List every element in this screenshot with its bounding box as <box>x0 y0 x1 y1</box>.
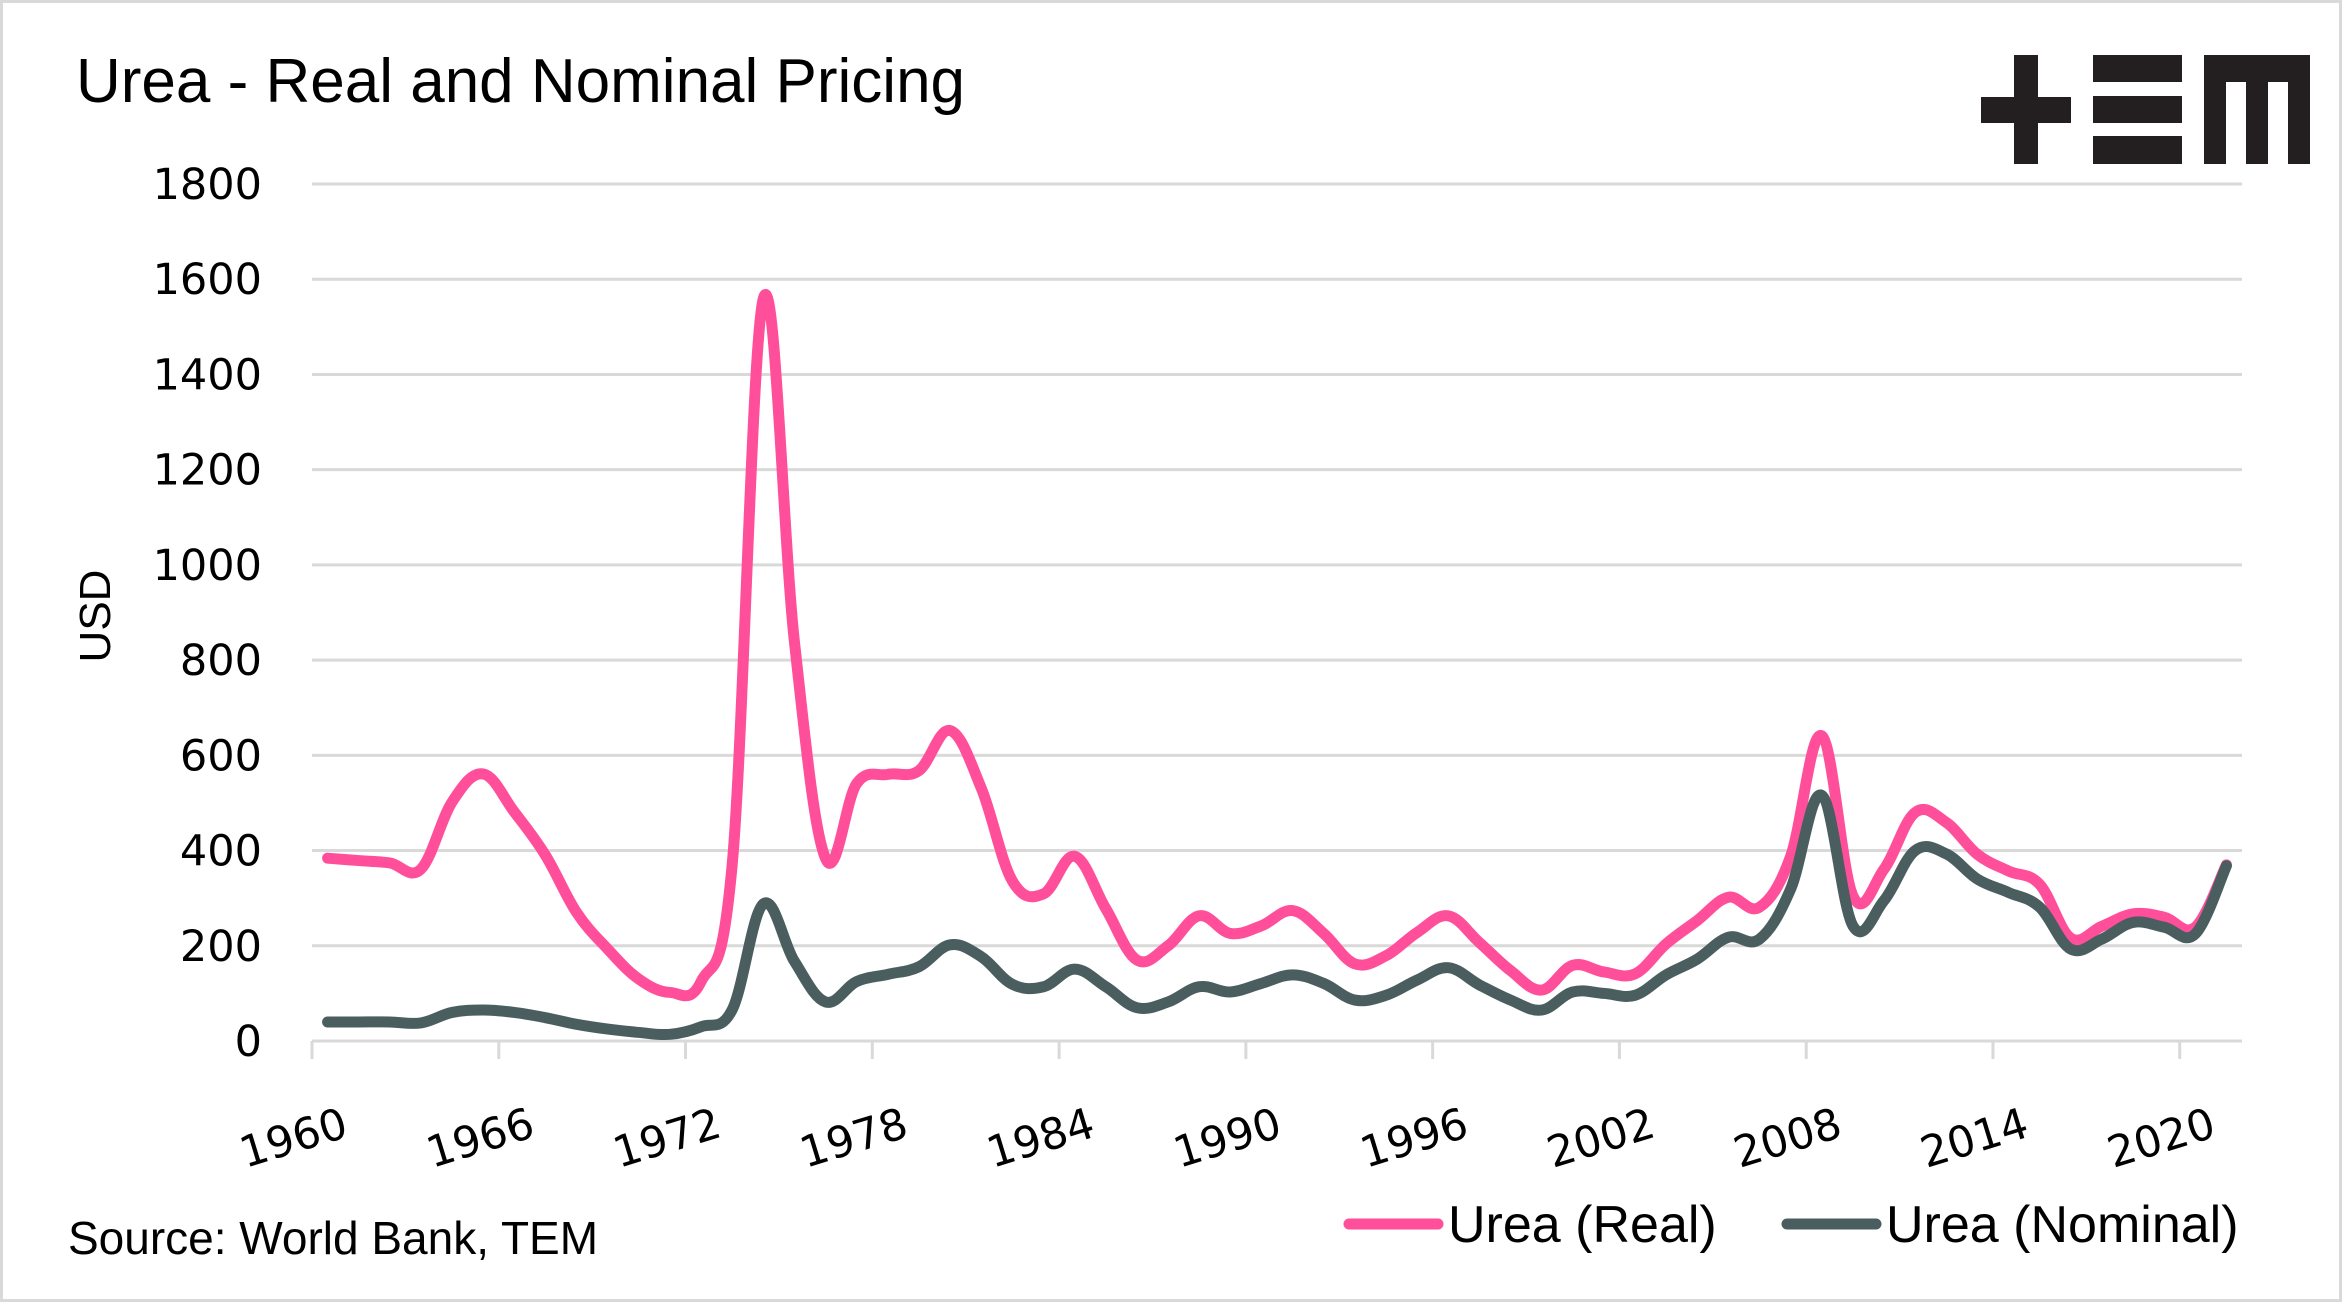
y-tick-label: 0 <box>235 1017 262 1067</box>
logo-e-bottom-bar <box>2093 136 2182 164</box>
y-tick-label: 1600 <box>153 255 262 305</box>
legend-label-real: Urea (Real) <box>1448 1196 1717 1254</box>
logo-plus-vertical <box>2014 55 2038 164</box>
y-tick-label: 200 <box>180 922 262 972</box>
y-tick-label: 800 <box>180 636 262 686</box>
x-tick-label: 2002 <box>1541 1099 1660 1179</box>
x-tick-label: 1960 <box>234 1099 353 1179</box>
series-line-nominal <box>322 789 2232 1041</box>
legend-item-nominal: Urea (Nominal) <box>1781 1196 2239 1254</box>
x-tick-label: 1984 <box>981 1099 1100 1179</box>
legend: Urea (Real) Urea (Nominal) <box>1343 1196 2239 1254</box>
y-tick-label: 1400 <box>153 350 262 400</box>
x-tick-label: 1990 <box>1168 1099 1287 1179</box>
y-tick-label: 1800 <box>153 160 262 210</box>
y-tick-label: 600 <box>180 731 262 781</box>
chart-title: Urea - Real and Nominal Pricing <box>76 47 965 116</box>
legend-label-nominal: Urea (Nominal) <box>1886 1196 2239 1254</box>
x-axis-tick-labels: 1960 1966 1972 1978 1984 1990 1996 2002 2008 2014… <box>234 1099 2221 1179</box>
y-axis-label: USD <box>71 570 120 663</box>
x-tick-label: 1966 <box>421 1099 540 1179</box>
series-line-real <box>322 289 2232 1002</box>
logo-e-middle-bar <box>2093 96 2182 123</box>
x-tick-label: 2008 <box>1728 1099 1847 1179</box>
x-tick-label: 1972 <box>607 1099 726 1179</box>
x-tick-label: 1978 <box>794 1099 913 1179</box>
y-axis-ticks: 0 200 400 600 800 1000 1200 1400 1600 1800 <box>153 160 262 1067</box>
y-tick-label: 1000 <box>153 541 262 591</box>
x-tick-label: 2020 <box>2102 1099 2221 1179</box>
gridlines <box>312 182 2242 948</box>
x-axis <box>310 1039 2242 1059</box>
source-note: Source: World Bank, TEM <box>68 1212 598 1264</box>
tem-logo-icon <box>1981 55 2310 164</box>
series-lines <box>322 289 2232 1041</box>
y-tick-label: 1200 <box>153 446 262 496</box>
x-tick-label: 1996 <box>1355 1099 1474 1179</box>
y-tick-label: 400 <box>180 827 262 877</box>
logo-e-top-bar <box>2093 55 2182 82</box>
legend-item-real: Urea (Real) <box>1343 1196 1717 1254</box>
x-tick-label: 2014 <box>1915 1099 2034 1179</box>
logo-m <box>2204 55 2310 164</box>
